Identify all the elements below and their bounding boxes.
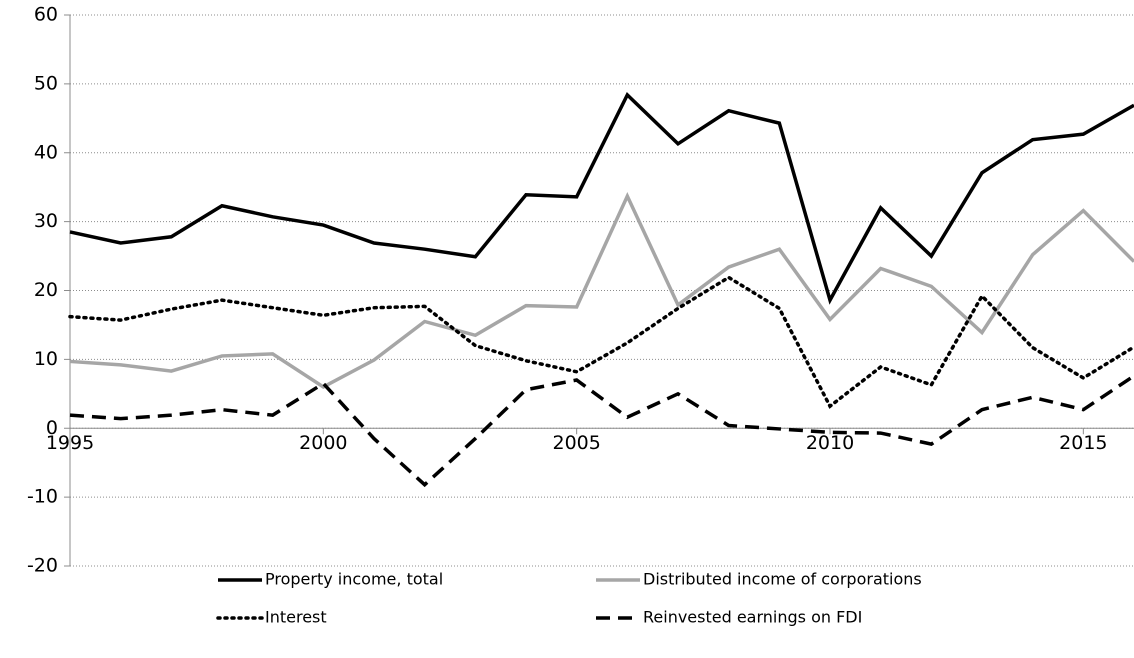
x-tick-label: 2000 [299, 432, 347, 454]
y-tick-label: 10 [34, 348, 58, 370]
legend: Property income, total Distributed income… [216, 570, 922, 627]
legend-label: Distributed income of corporations [643, 570, 922, 589]
legend-label: Property income, total [265, 570, 443, 589]
y-tick-label: 30 [34, 210, 58, 232]
y-tick-label: -20 [27, 555, 58, 577]
series-line [69, 191, 1134, 389]
y-tick-label: 20 [34, 279, 58, 301]
legend-label: Reinvested earnings on FDI [643, 608, 862, 627]
series-line [69, 91, 1134, 305]
y-tick-label: 0 [46, 417, 58, 439]
x-tick-label: 1995 [46, 432, 94, 454]
series-line [68, 275, 1134, 409]
y-tick-label: 40 [34, 141, 58, 163]
legend-label: Interest [265, 608, 327, 627]
x-tick-label: 2005 [552, 432, 600, 454]
y-tick-label: 60 [34, 4, 58, 26]
y-tick-label: -10 [27, 486, 58, 508]
x-tick-label: 2015 [1059, 432, 1107, 454]
x-tick-label: 2010 [806, 432, 854, 454]
series-line [69, 374, 1134, 488]
y-tick-label: 50 [34, 72, 58, 94]
